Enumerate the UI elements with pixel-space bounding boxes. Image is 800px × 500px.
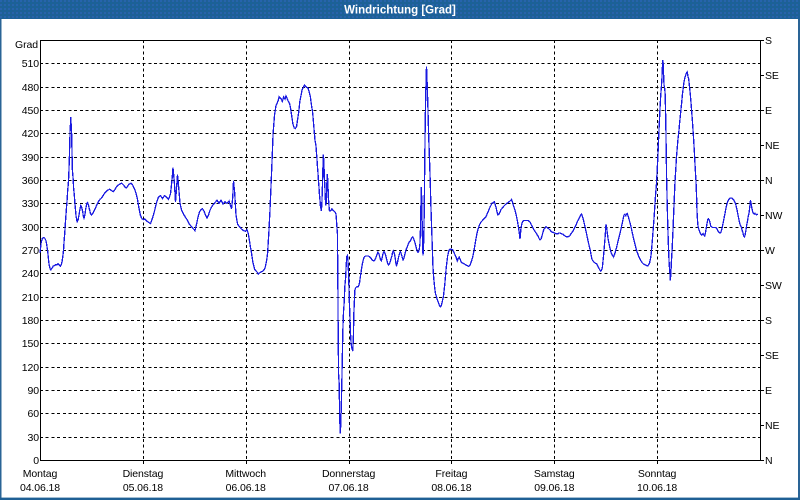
svg-text:300: 300 [22,222,39,234]
svg-text:S: S [765,315,772,327]
svg-text:240: 240 [22,268,39,280]
svg-text:08.06.18: 08.06.18 [431,482,471,494]
svg-text:30: 30 [28,432,40,444]
svg-text:NW: NW [765,210,782,222]
svg-text:180: 180 [22,315,39,327]
svg-text:360: 360 [22,175,39,187]
svg-text:E: E [765,385,772,397]
svg-text:150: 150 [22,338,39,350]
svg-text:10.06.18: 10.06.18 [637,482,677,494]
svg-text:S: S [765,35,772,47]
svg-text:Dienstag: Dienstag [123,468,164,480]
svg-text:Freitag: Freitag [435,468,467,480]
svg-text:SW: SW [765,280,782,292]
svg-text:Windrichtung [Grad]: Windrichtung [Grad] [344,5,456,17]
svg-text:Grad: Grad [15,39,38,51]
svg-text:SE: SE [765,350,779,362]
svg-text:330: 330 [22,198,39,210]
svg-text:N: N [765,455,772,467]
svg-text:Montag: Montag [23,468,58,480]
svg-text:120: 120 [22,362,39,374]
svg-text:450: 450 [22,105,39,117]
svg-text:210: 210 [22,292,39,304]
svg-text:04.06.18: 04.06.18 [20,482,60,494]
svg-text:Mittwoch: Mittwoch [225,468,266,480]
svg-text:SE: SE [765,70,779,82]
svg-text:480: 480 [22,82,39,94]
svg-text:NE: NE [765,140,779,152]
svg-text:W: W [765,245,775,257]
svg-text:05.06.18: 05.06.18 [123,482,163,494]
svg-text:NE: NE [765,420,779,432]
svg-text:N: N [765,175,772,187]
svg-text:60: 60 [28,408,40,420]
svg-text:0: 0 [33,455,39,467]
svg-text:06.06.18: 06.06.18 [226,482,266,494]
svg-text:390: 390 [22,152,39,164]
svg-text:270: 270 [22,245,39,257]
svg-text:07.06.18: 07.06.18 [329,482,369,494]
svg-text:Samstag: Samstag [534,468,575,480]
svg-text:Sonntag: Sonntag [638,468,677,480]
svg-text:90: 90 [28,385,40,397]
svg-text:420: 420 [22,128,39,140]
svg-text:510: 510 [22,58,39,70]
svg-text:E: E [765,105,772,117]
svg-text:09.06.18: 09.06.18 [534,482,574,494]
svg-text:Donnerstag: Donnerstag [322,468,376,480]
